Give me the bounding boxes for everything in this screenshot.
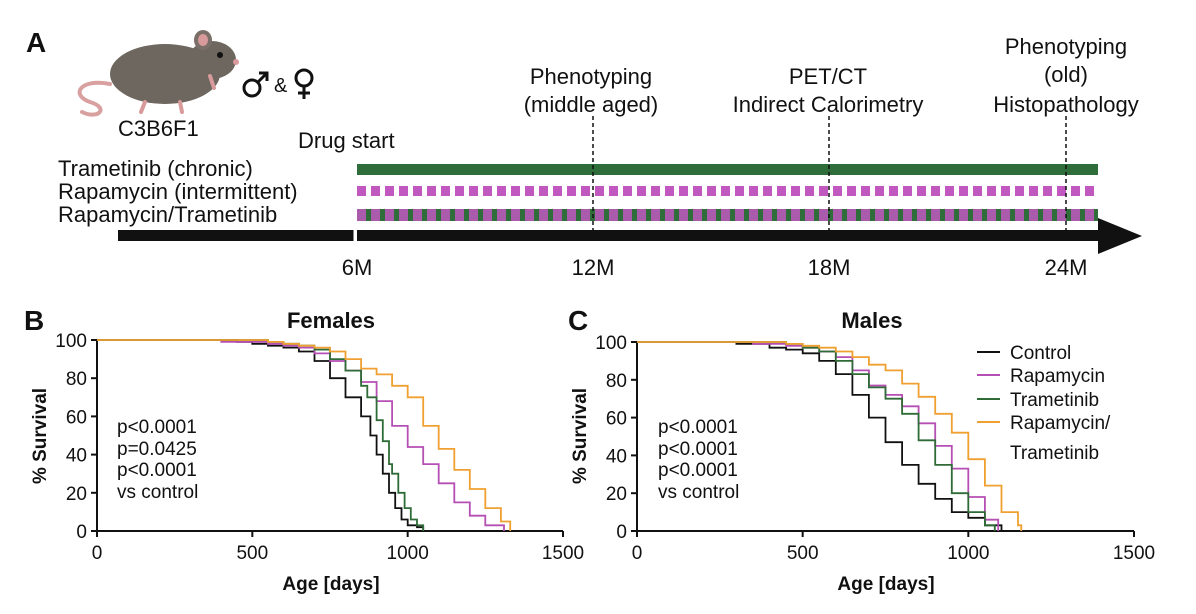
survival-curve-rapamycin — [637, 341, 1000, 531]
y-axis-label-b: % Survival — [30, 388, 51, 484]
chart-title-males: Males — [841, 308, 902, 333]
panel-letter-a: A — [26, 27, 46, 58]
x-tick-label: 1000 — [387, 543, 429, 564]
x-tick-label: 0 — [92, 543, 103, 564]
event-24m-line-3: Histopathology — [993, 92, 1139, 117]
pval-b-rapamycin: p<0.0001 — [117, 417, 197, 438]
y-tick-label: 100 — [55, 331, 87, 352]
pval-b-vs-control: vs control — [117, 482, 198, 503]
y-tick-label: 40 — [606, 446, 627, 467]
pval-c-vs-control: vs control — [658, 482, 739, 503]
survival-curve-combo — [97, 339, 512, 531]
pval-b-trametinib: p=0.0425 — [117, 439, 197, 460]
legend-label-combo-1: Rapamycin/ — [1010, 413, 1111, 434]
row-label-trametinib: Trametinib (chronic) — [58, 156, 253, 181]
strain-label: C3B6F1 — [118, 116, 199, 141]
timeline-arrow-icon — [1098, 218, 1142, 254]
tick-6m: 6M — [342, 255, 373, 280]
x-tick-label: 500 — [236, 543, 268, 564]
event-18m-line-2: Indirect Calorimetry — [733, 92, 924, 117]
x-tick-label: 1500 — [542, 543, 584, 564]
tick-12m: 12M — [572, 255, 615, 280]
tick-24m: 24M — [1045, 255, 1088, 280]
x-axis-label-c: Age [days] — [837, 574, 934, 595]
pval-c-trametinib: p<0.0001 — [658, 439, 738, 460]
legend-label-control: Control — [1010, 343, 1071, 364]
event-24m-line-2: (old) — [1044, 62, 1088, 87]
y-tick-label: 20 — [606, 484, 627, 505]
x-axis-label-b: Age [days] — [282, 574, 379, 595]
drug-start-label: Drug start — [298, 128, 395, 153]
event-18m-line-1: PET/CT — [789, 64, 867, 89]
pval-c-rapamycin: p<0.0001 — [658, 417, 738, 438]
timeline-main — [357, 230, 1103, 241]
survival-curve-combo — [637, 341, 1023, 531]
legend: Control Rapamycin Trametinib Rapamycin/ … — [977, 343, 1111, 464]
panel-letter-c: C — [568, 305, 588, 336]
y-tick-label: 80 — [606, 371, 627, 392]
event-12m-line-1: Phenotyping — [530, 64, 652, 89]
x-tick-label: 1000 — [947, 543, 989, 564]
legend-label-combo-2: Trametinib — [1010, 443, 1099, 464]
row-label-rapamycin: Rapamycin (intermittent) — [58, 179, 298, 204]
mouse-icon — [77, 30, 239, 117]
survival-curve-control — [637, 341, 1003, 531]
pval-b-combo: p<0.0001 — [117, 460, 197, 481]
ampersand: & — [274, 75, 288, 97]
tick-18m: 18M — [808, 255, 851, 280]
panel-letter-b: B — [24, 305, 44, 336]
event-24m-line-1: Phenotyping — [1005, 34, 1127, 59]
legend-label-trametinib: Trametinib — [1010, 390, 1099, 411]
event-12m-line-2: (middle aged) — [524, 92, 659, 117]
y-tick-label: 0 — [76, 522, 87, 543]
timeline-pre — [118, 230, 354, 241]
trametinib-bar — [357, 164, 1098, 175]
y-tick-label: 20 — [66, 484, 87, 505]
survival-curve-trametinib — [637, 341, 996, 531]
x-tick-label: 0 — [632, 543, 643, 564]
y-tick-label: 80 — [66, 369, 87, 390]
x-tick-label: 1500 — [1113, 543, 1155, 564]
pval-c-combo: p<0.0001 — [658, 460, 738, 481]
chart-title-females: Females — [287, 308, 375, 333]
y-tick-label: 60 — [606, 409, 627, 430]
x-tick-label: 500 — [787, 543, 819, 564]
y-tick-label: 0 — [616, 522, 627, 543]
row-label-combo: Rapamycin/Trametinib — [58, 202, 277, 227]
male-symbol-icon — [242, 71, 269, 98]
y-tick-label: 100 — [595, 333, 627, 354]
y-tick-label: 40 — [66, 446, 87, 467]
panel-a: A & C3B6F1 Drug start Trametinib (chroni… — [26, 27, 1142, 280]
legend-label-rapamycin: Rapamycin — [1010, 366, 1105, 387]
female-symbol-icon — [294, 68, 314, 99]
y-axis-label-c: % Survival — [570, 388, 591, 484]
y-tick-label: 60 — [66, 407, 87, 428]
